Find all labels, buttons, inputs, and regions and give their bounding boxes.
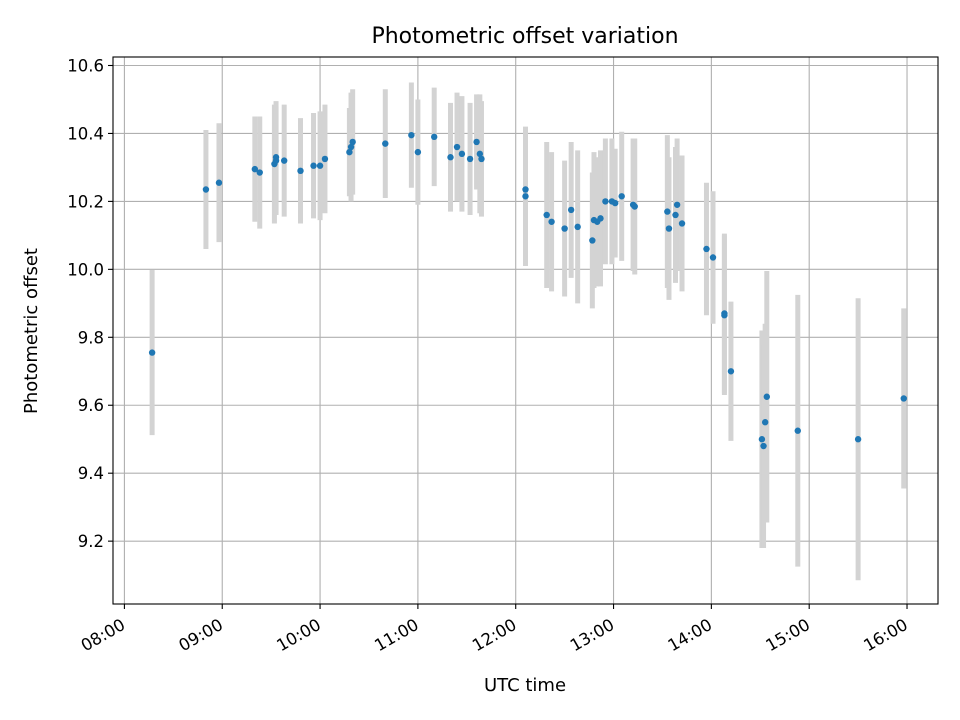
data-point [430, 133, 438, 141]
data-point [794, 427, 801, 434]
data-point [522, 186, 529, 193]
data-point [631, 203, 638, 210]
data-point [414, 148, 422, 156]
y-tick-label: 10.4 [67, 124, 104, 143]
data-point [602, 198, 609, 205]
data-point [709, 254, 717, 261]
y-axis-label: Photometric offset [21, 248, 42, 414]
data-point [522, 193, 529, 200]
y-tick-label: 10.6 [67, 56, 104, 75]
data-point [458, 150, 466, 158]
data-point [763, 393, 771, 400]
data-point [760, 442, 767, 450]
y-tick-label: 9.6 [78, 396, 104, 415]
data-point [310, 162, 317, 169]
data-point [567, 206, 575, 214]
data-point [548, 218, 555, 225]
data-point [678, 220, 686, 227]
data-point [611, 199, 619, 207]
data-point [758, 436, 766, 443]
data-point [727, 368, 735, 375]
data-point [148, 349, 156, 356]
data-point [721, 310, 728, 317]
data-points [148, 131, 907, 450]
data-point [280, 157, 288, 164]
data-point [673, 201, 681, 208]
data-point [347, 143, 355, 151]
data-point [297, 167, 304, 175]
data-point [589, 237, 596, 244]
data-point [672, 211, 679, 219]
data-point [854, 436, 862, 443]
data-point [346, 148, 353, 156]
y-tick-label: 10.2 [67, 192, 104, 211]
data-point [321, 155, 329, 163]
data-point [466, 155, 474, 163]
data-point [761, 419, 769, 426]
y-tick-label: 9.2 [78, 532, 104, 551]
data-point [408, 131, 415, 139]
data-point [665, 225, 673, 232]
plot-frame [112, 56, 939, 605]
data-point [349, 138, 356, 146]
data-point [703, 245, 710, 253]
data-point [543, 211, 550, 219]
data-point [256, 169, 263, 176]
y-tick-label: 9.8 [78, 328, 104, 347]
data-point [476, 150, 484, 158]
data-point [453, 143, 461, 151]
data-point [597, 215, 604, 222]
y-tick-label: 9.4 [78, 464, 104, 483]
data-point [202, 186, 210, 193]
data-point [316, 162, 324, 169]
chart-title: Photometric offset variation [371, 24, 678, 49]
data-point [561, 225, 568, 232]
data-point [251, 165, 259, 173]
data-point [447, 154, 454, 161]
y-tick-label: 10.0 [67, 260, 104, 279]
data-point [382, 140, 389, 147]
data-point [574, 223, 581, 231]
data-point [272, 154, 280, 161]
data-point [664, 208, 671, 215]
data-point [478, 155, 485, 163]
data-point [473, 138, 480, 146]
data-point [215, 179, 223, 186]
x-axis-label: UTC time [484, 675, 566, 696]
data-point [618, 193, 625, 200]
data-point [900, 395, 907, 402]
